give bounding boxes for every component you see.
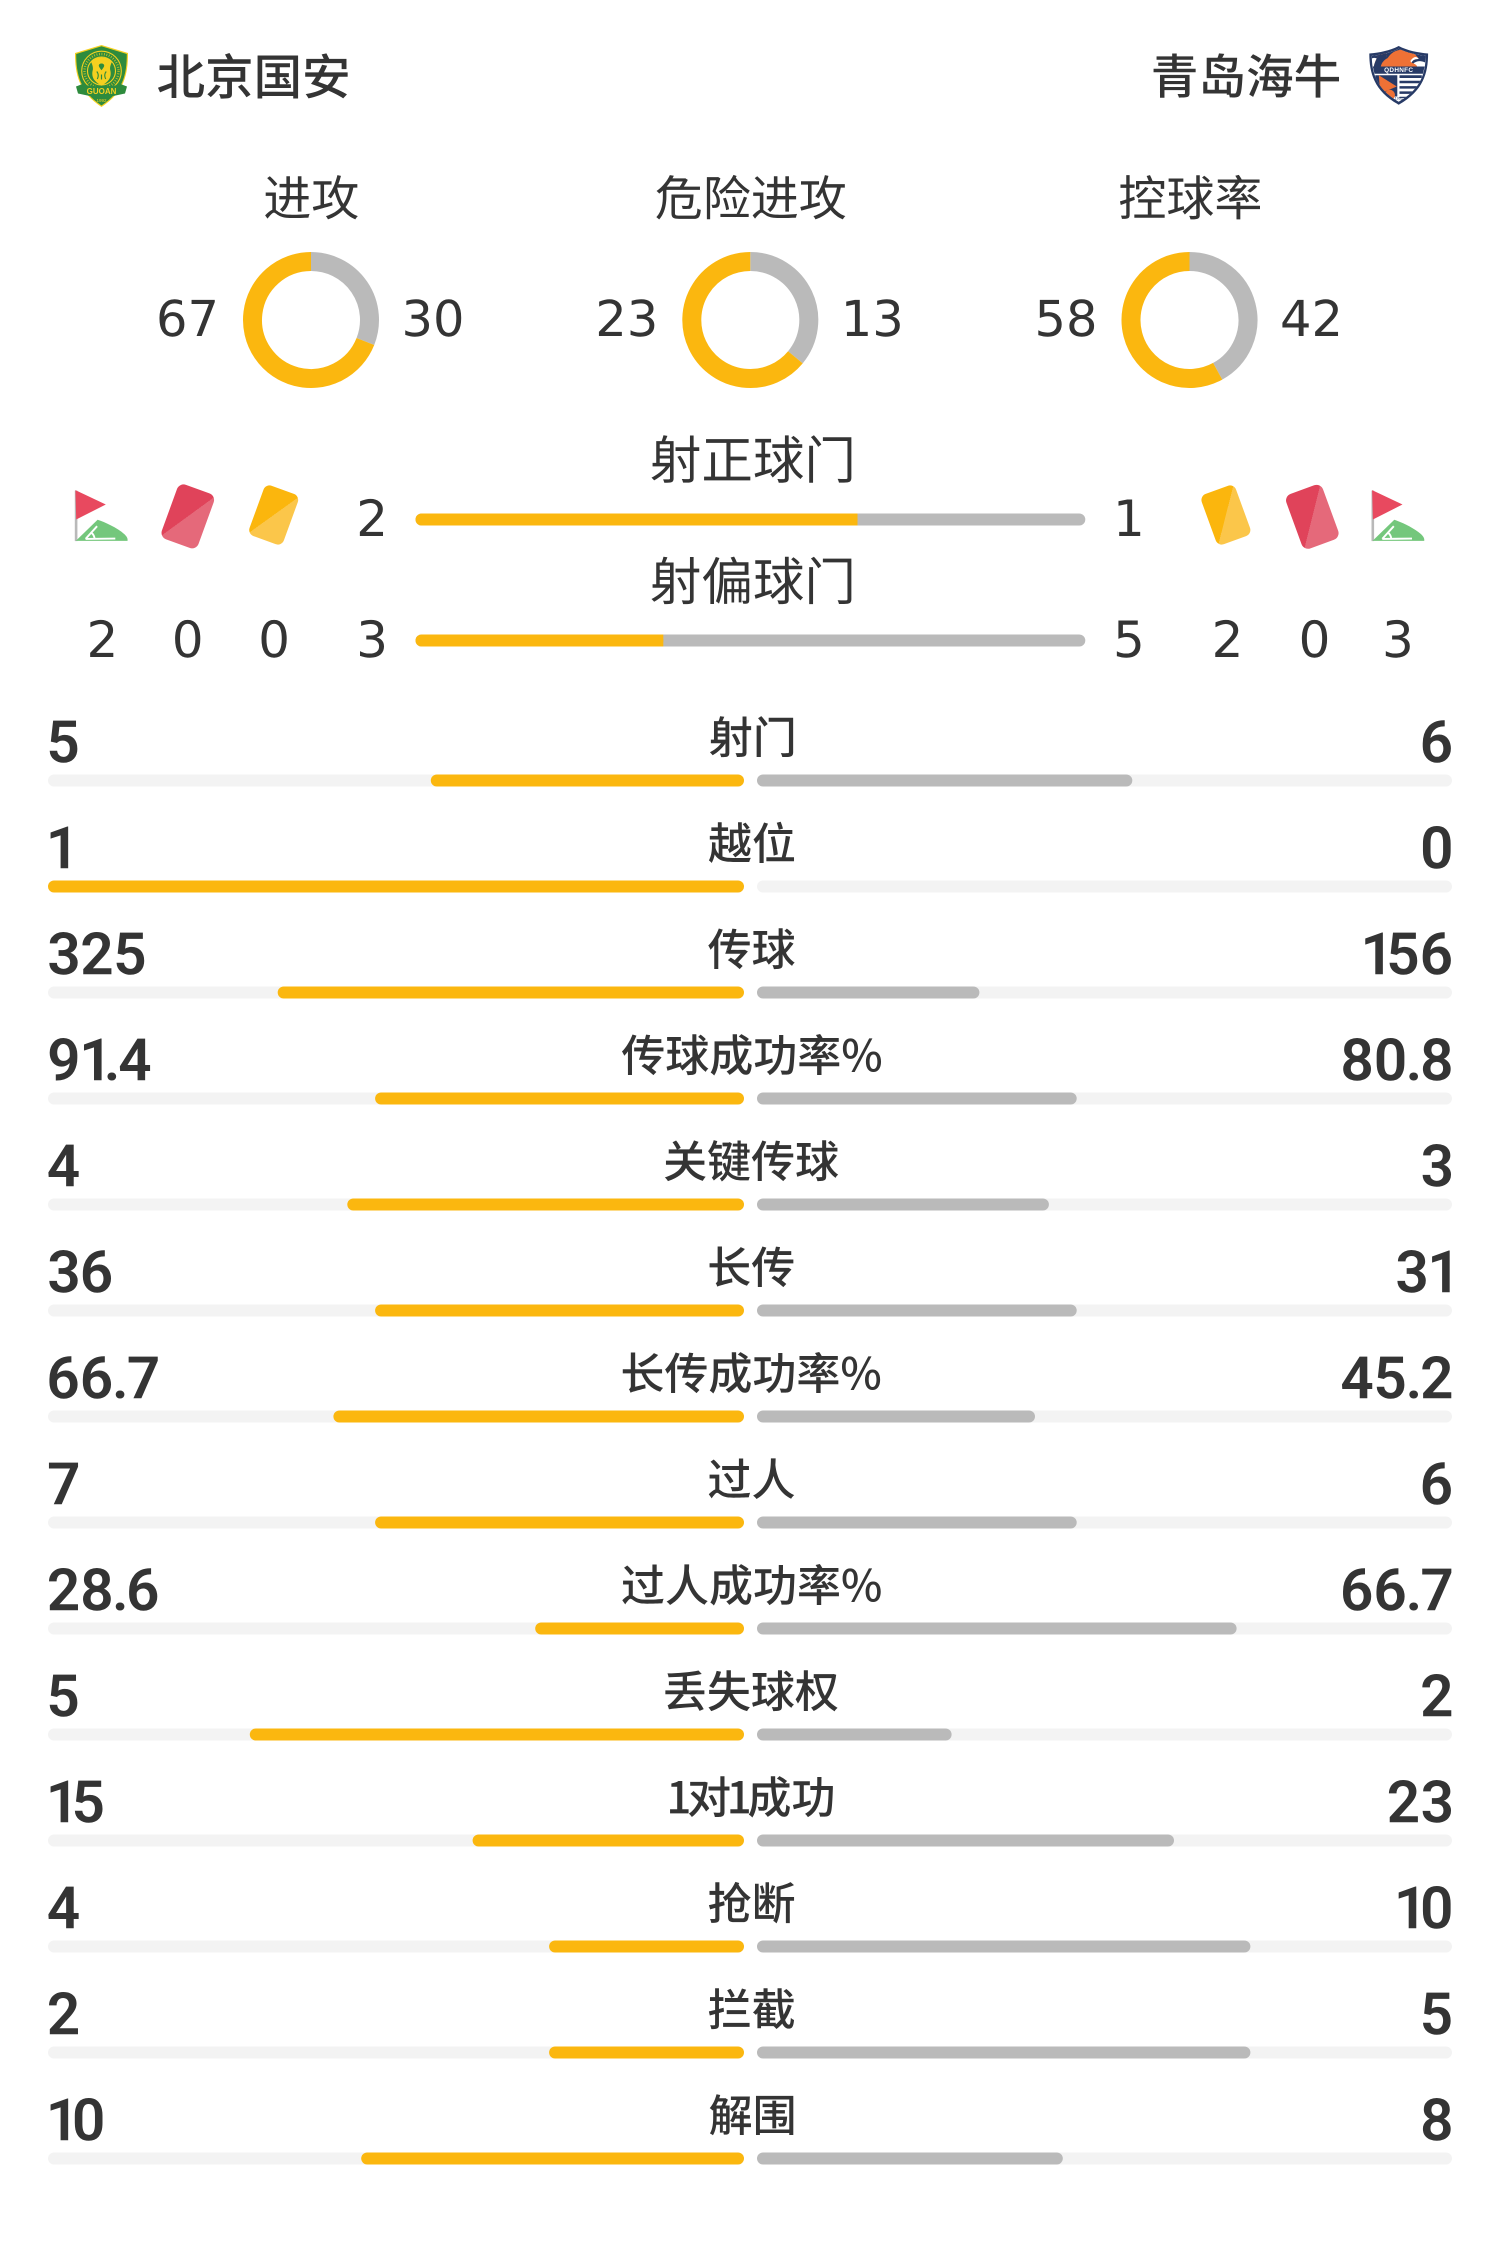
- svg-text:1993: 1993: [1395, 97, 1403, 101]
- svg-text:GUOAN: GUOAN: [87, 87, 117, 96]
- svg-text:1992: 1992: [96, 98, 107, 103]
- svg-text:QDHNFC: QDHNFC: [1384, 67, 1413, 74]
